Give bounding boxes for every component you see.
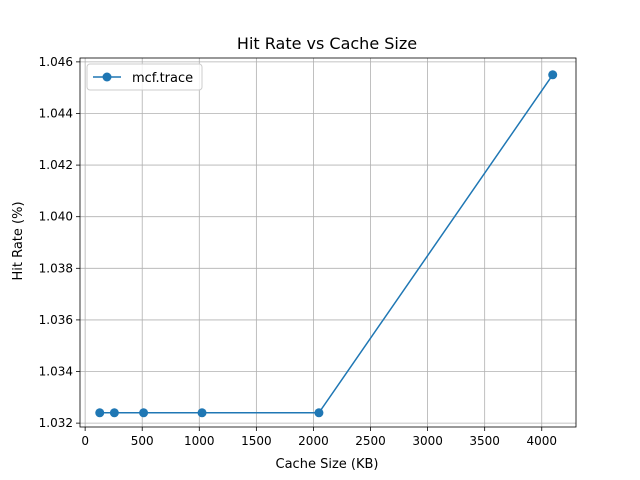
- data-point: [109, 408, 119, 418]
- y-tick-label: 1.034: [39, 365, 73, 379]
- y-axis: 1.032 1.034 1.036 1.038 1.040 1.042 1.044 1.046: [39, 55, 80, 430]
- data-point: [95, 408, 105, 418]
- series-layer: [95, 70, 558, 418]
- chart-title: Hit Rate vs Cache Size: [237, 34, 417, 53]
- x-tick-label: 500: [131, 434, 154, 448]
- x-tick-label: 3000: [412, 434, 443, 448]
- y-tick-label: 1.038: [39, 261, 73, 275]
- legend-marker-sample: [102, 72, 112, 82]
- y-tick-label: 1.042: [39, 158, 73, 172]
- x-tick-label: 3500: [469, 434, 500, 448]
- plot-frame: [79, 57, 577, 428]
- x-axis-label: Cache Size (KB): [276, 457, 379, 472]
- data-point: [548, 70, 558, 80]
- legend: mcf.trace: [86, 63, 203, 91]
- y-tick-label: 1.036: [39, 313, 73, 327]
- x-tick-label: 0: [81, 434, 89, 448]
- grid-lines: [80, 58, 576, 427]
- data-point: [197, 408, 207, 418]
- y-axis-label: Hit Rate (%): [11, 201, 26, 280]
- x-tick-label: 1000: [184, 434, 215, 448]
- legend-label: mcf.trace: [132, 71, 193, 86]
- y-tick-label: 1.044: [39, 106, 73, 120]
- y-tick-label: 1.046: [39, 55, 73, 69]
- x-tick-label: 2500: [355, 434, 386, 448]
- x-axis: 0 500 1000 1500 2000 2500 3000 3500 4000: [81, 427, 557, 448]
- x-tick-label: 4000: [526, 434, 557, 448]
- y-tick-label: 1.032: [39, 416, 73, 430]
- data-point: [139, 408, 149, 418]
- y-tick-label: 1.040: [39, 210, 73, 224]
- plot-area: [79, 57, 577, 428]
- x-tick-label: 1500: [241, 434, 272, 448]
- x-tick-label: 2000: [298, 434, 329, 448]
- data-point: [314, 408, 324, 418]
- legend-box: [86, 63, 203, 91]
